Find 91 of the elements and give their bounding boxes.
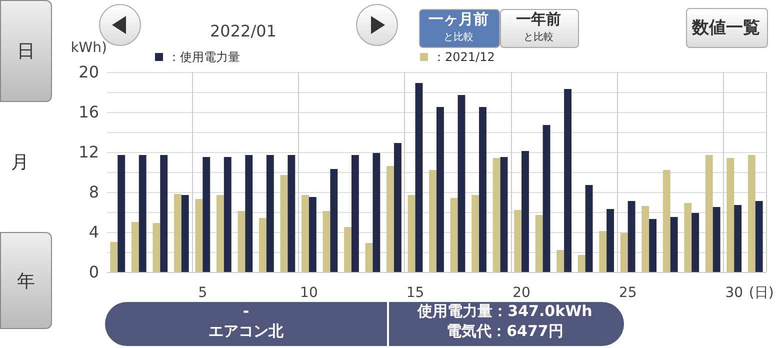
text: 使用電力量：347.0kWh xyxy=(416,302,594,321)
legend-label: ：使用電力量 xyxy=(168,50,240,64)
legend-label: ：2021/12 xyxy=(433,50,495,64)
bar xyxy=(748,155,756,272)
bar xyxy=(670,217,678,272)
bar xyxy=(500,157,508,272)
y-tick-label: 0 xyxy=(88,262,99,282)
text: エアコン北 xyxy=(208,322,284,341)
bar xyxy=(692,213,700,272)
bar xyxy=(450,198,458,272)
bar xyxy=(684,203,692,272)
x-axis-title: (日) xyxy=(748,285,774,301)
text: 年 xyxy=(0,232,52,329)
bar xyxy=(755,201,763,272)
bar xyxy=(458,95,466,272)
text: 数値一覧 xyxy=(690,17,761,39)
bar xyxy=(492,158,500,272)
y-tick-label: 8 xyxy=(88,182,99,202)
bar xyxy=(216,195,224,272)
bar xyxy=(118,155,126,272)
bar xyxy=(308,197,316,272)
bar xyxy=(351,155,359,272)
bar xyxy=(556,250,564,272)
bar xyxy=(131,222,139,272)
bar xyxy=(712,207,720,272)
x-tick-label: 15 xyxy=(406,285,424,301)
bar xyxy=(472,195,480,272)
y-tick-label: 16 xyxy=(78,102,99,122)
bar xyxy=(110,242,118,272)
bar xyxy=(174,194,182,272)
bar xyxy=(436,107,444,272)
bar xyxy=(330,169,338,272)
bar xyxy=(479,107,486,272)
x-tick-label: 5 xyxy=(198,285,208,301)
bar xyxy=(202,157,210,272)
bar xyxy=(564,89,572,272)
bar xyxy=(181,195,189,272)
bar xyxy=(365,243,373,272)
bar xyxy=(280,175,288,272)
bar xyxy=(649,219,657,272)
text: 電気代：6477円 xyxy=(446,322,564,341)
bar xyxy=(705,155,713,272)
bar xyxy=(599,231,607,272)
text: 一年前 xyxy=(515,10,562,29)
bar xyxy=(522,151,529,272)
x-tick-label: 10 xyxy=(300,285,318,301)
y-axis-title: kWh) xyxy=(70,40,107,56)
bar xyxy=(138,155,146,272)
x-tick-label: 20 xyxy=(512,285,530,301)
bar xyxy=(585,185,593,272)
bar xyxy=(408,195,416,272)
text: と比較 xyxy=(522,30,554,44)
bar xyxy=(628,201,636,272)
bar xyxy=(394,143,402,272)
bar xyxy=(535,215,543,272)
bar xyxy=(160,155,168,272)
text: - xyxy=(242,302,250,320)
y-tick-label: 20 xyxy=(78,62,99,82)
bar xyxy=(224,157,232,272)
y-tick-label: 4 xyxy=(88,222,99,242)
bar xyxy=(344,227,352,272)
bar xyxy=(288,155,296,272)
bar xyxy=(152,223,160,272)
bar xyxy=(238,211,246,272)
bar xyxy=(620,233,628,272)
bar xyxy=(322,211,330,272)
bar xyxy=(302,195,309,272)
y-tick-label: 12 xyxy=(78,142,99,162)
bar xyxy=(415,83,423,272)
bar xyxy=(662,170,670,272)
bar xyxy=(726,158,734,272)
bar xyxy=(514,210,522,272)
bar xyxy=(195,199,203,272)
bar xyxy=(642,206,650,272)
x-tick-label: 25 xyxy=(618,285,637,301)
bar xyxy=(266,155,274,272)
chart-title: 2022/01 xyxy=(210,22,276,40)
bar xyxy=(386,166,394,272)
bar xyxy=(734,205,742,272)
bar xyxy=(429,170,436,272)
bar xyxy=(606,209,614,272)
bar xyxy=(245,155,253,272)
bar xyxy=(258,218,266,272)
bar xyxy=(542,125,550,272)
bar xyxy=(372,153,380,272)
text: 一ヶ月前 xyxy=(428,10,490,29)
bar xyxy=(578,255,586,272)
text: 月 xyxy=(10,151,30,174)
text: と比較 xyxy=(442,30,474,44)
text: 日 xyxy=(0,0,52,102)
x-tick-label: 30 xyxy=(725,285,744,301)
